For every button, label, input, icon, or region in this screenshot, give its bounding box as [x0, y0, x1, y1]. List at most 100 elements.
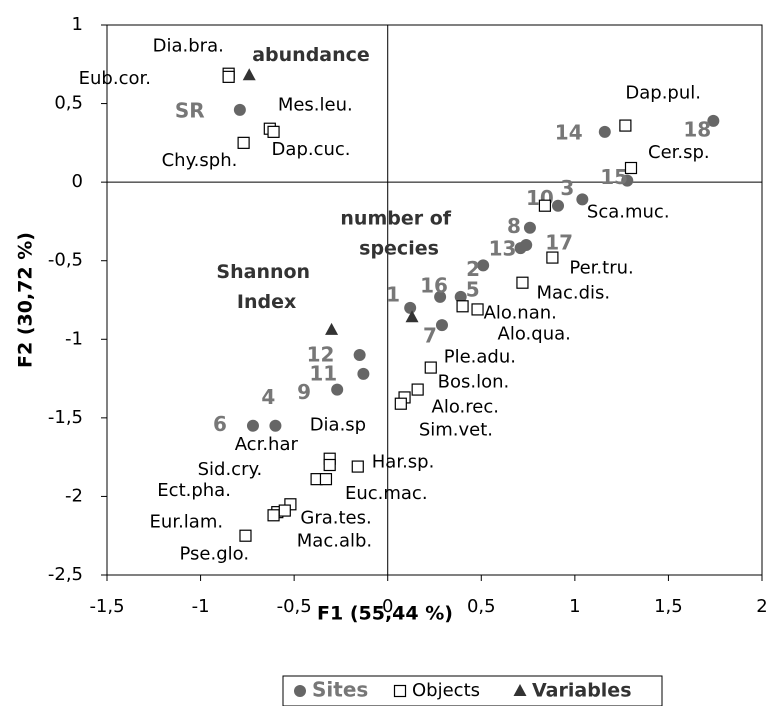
label-line: Shannon	[216, 260, 316, 282]
object-label: Alo.rec.	[432, 396, 499, 417]
object-label: Dap.pul.	[625, 83, 701, 104]
site-label: 15	[600, 165, 628, 189]
legend-label: Sites	[312, 678, 368, 702]
y-tick-label: 0	[72, 171, 83, 192]
y-axis-title: F2 (30,72 %)	[15, 232, 37, 368]
object-label: Dap.cuc.	[272, 139, 351, 160]
x-tick-label: -1,5	[89, 596, 124, 617]
site-label: 3	[560, 176, 574, 200]
point-square	[411, 383, 424, 396]
y-tick-label: -0,5	[48, 250, 83, 271]
point-square	[351, 460, 364, 473]
object-label: Pse.glo.	[179, 544, 249, 565]
site-label: 1	[386, 282, 400, 306]
object-label: Per.tru.	[569, 258, 633, 279]
object-label: Mac.alb.	[297, 531, 372, 552]
site-label: 14	[555, 120, 583, 144]
point-square	[278, 504, 291, 517]
point-circle	[621, 174, 634, 187]
point-square	[267, 509, 280, 522]
x-tick-label: -1	[192, 596, 210, 617]
point-square	[538, 199, 552, 212]
object-label: Mes.leu.	[278, 95, 353, 116]
site-label: 13	[489, 237, 517, 261]
point-circle	[477, 259, 490, 272]
x-tick-label: 2	[756, 596, 767, 617]
point-circle	[294, 685, 306, 697]
x-tick-label: 0	[382, 596, 393, 617]
point-square	[394, 397, 407, 410]
x-tick-label: 1	[569, 596, 580, 617]
point-square	[323, 458, 336, 472]
point-triangle	[325, 322, 339, 335]
variable-label: Shannon Index	[216, 260, 316, 312]
object-label: Sca.muc.	[587, 202, 670, 223]
point-circle	[454, 290, 467, 303]
y-tick-label: -1,5	[48, 407, 83, 428]
point-circle	[598, 125, 611, 138]
point-circle	[552, 199, 565, 212]
point-circle	[523, 221, 536, 234]
point-square	[237, 136, 250, 149]
variable-label: number of species	[340, 207, 457, 259]
object-label: Mac.dis.	[536, 283, 610, 304]
site-label: 18	[683, 117, 711, 141]
x-axis-title: F1 (55,44 %)	[317, 603, 453, 625]
object-label: Eur.lam.	[150, 511, 224, 532]
object-label: Cer.sp.	[648, 142, 710, 163]
point-circle	[233, 103, 246, 116]
object-label: Chy.sph.	[162, 150, 238, 171]
point-circle	[357, 367, 370, 380]
point-square	[516, 276, 529, 289]
variable-label: abundance	[252, 44, 370, 66]
point-triangle	[513, 684, 527, 696]
point-circle	[434, 290, 447, 303]
object-label: Euc.mac.	[345, 483, 428, 504]
site-label: 8	[507, 214, 521, 238]
object-label: Dia.bra.	[153, 36, 224, 57]
point-square	[222, 70, 235, 83]
point-square	[546, 251, 559, 264]
label-line: species	[359, 237, 439, 259]
site-label: 16	[420, 273, 448, 297]
site-label: 7	[423, 324, 437, 348]
site-label: 4	[261, 385, 275, 409]
point-circle	[331, 383, 344, 396]
legend-box	[282, 675, 663, 706]
site-label: 17	[545, 231, 573, 255]
point-circle	[246, 419, 259, 432]
object-label: Ect.pha.	[157, 480, 231, 501]
point-circle	[404, 301, 417, 314]
point-square	[424, 361, 437, 374]
point-triangle	[242, 68, 256, 81]
point-square	[239, 529, 252, 542]
point-circle	[520, 239, 533, 251]
site-label: 12	[307, 343, 335, 367]
object-label: Acr.har	[235, 434, 299, 455]
site-label: 2	[466, 257, 480, 281]
label-line: number of	[340, 207, 457, 229]
point-circle	[269, 419, 282, 432]
point-square	[393, 684, 407, 698]
object-label: Gra.tes.	[300, 507, 371, 528]
site-label: SR	[175, 98, 205, 122]
object-label: Bos.lon.	[438, 372, 510, 393]
point-square	[624, 161, 638, 175]
y-tick-label: -2,5	[48, 564, 83, 585]
object-label: Har.sp.	[372, 452, 435, 473]
y-tick-label: -2	[65, 485, 83, 506]
object-label: Sim.vet.	[419, 420, 493, 441]
point-square	[319, 473, 333, 486]
y-tick-label: 0,5	[54, 93, 83, 114]
object-label: Alo.qua.	[498, 323, 571, 344]
point-square	[619, 119, 632, 132]
point-circle	[576, 193, 589, 206]
point-circle	[353, 349, 366, 361]
point-circle	[707, 114, 720, 127]
point-triangle	[405, 310, 419, 323]
object-label: Alo.nan.	[484, 302, 557, 323]
x-tick-label: -0,5	[277, 596, 312, 617]
plot-frame	[106, 24, 763, 576]
legend-label: Objects	[412, 680, 480, 701]
